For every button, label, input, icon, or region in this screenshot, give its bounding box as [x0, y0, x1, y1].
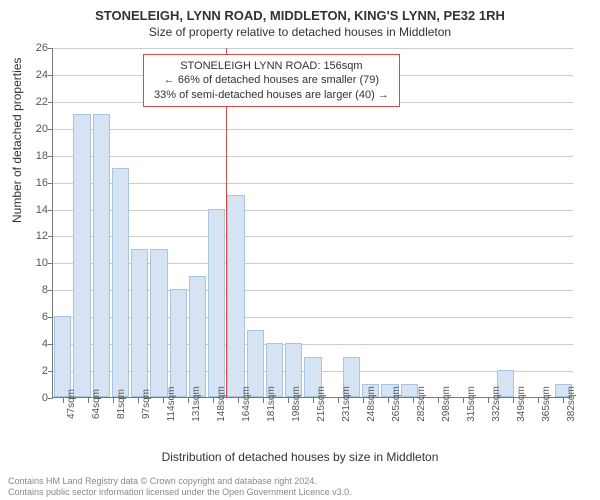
grid-line	[53, 48, 573, 49]
x-tick	[488, 398, 489, 403]
y-tick	[48, 210, 53, 211]
y-tick	[48, 263, 53, 264]
y-tick	[48, 344, 53, 345]
x-tick	[413, 398, 414, 403]
x-tick	[338, 398, 339, 403]
x-tick	[538, 398, 539, 403]
annotation-line: 33% of semi-detached houses are larger (…	[154, 88, 389, 102]
y-tick-label: 4	[24, 338, 48, 350]
x-tick	[313, 398, 314, 403]
x-tick-label: 97sqm	[141, 389, 152, 419]
title-main: STONELEIGH, LYNN ROAD, MIDDLETON, KING'S…	[0, 0, 600, 23]
histogram-bar	[189, 276, 206, 397]
x-tick	[188, 398, 189, 403]
grid-line	[53, 210, 573, 211]
x-tick-label: 114sqm	[166, 387, 177, 422]
y-tick-label: 20	[24, 123, 48, 135]
x-axis-label: Distribution of detached houses by size …	[0, 450, 600, 464]
footer-line1: Contains HM Land Registry data © Crown c…	[8, 476, 352, 487]
x-tick-label: 47sqm	[66, 389, 77, 419]
y-tick-label: 26	[24, 42, 48, 54]
plot-area: 0246810121416182022242647sqm64sqm81sqm97…	[52, 48, 572, 398]
y-tick-label: 8	[24, 284, 48, 296]
y-axis-label: Number of detached properties	[10, 58, 24, 223]
x-tick-label: 198sqm	[291, 386, 302, 422]
x-tick	[563, 398, 564, 403]
y-tick-label: 24	[24, 69, 48, 81]
annotation-box: STONELEIGH LYNN ROAD: 156sqm← 66% of det…	[143, 54, 400, 107]
histogram-bar	[54, 316, 71, 397]
x-tick-label: 215sqm	[316, 386, 327, 422]
y-tick	[48, 75, 53, 76]
x-tick	[88, 398, 89, 403]
x-tick	[63, 398, 64, 403]
x-tick-label: 231sqm	[341, 386, 352, 422]
y-tick-label: 2	[24, 365, 48, 377]
x-tick-label: 365sqm	[541, 386, 552, 422]
x-tick-label: 265sqm	[391, 386, 402, 422]
y-tick-label: 0	[24, 392, 48, 404]
y-tick-label: 22	[24, 96, 48, 108]
x-tick-label: 382sqm	[566, 386, 577, 422]
x-tick	[463, 398, 464, 403]
y-tick	[48, 398, 53, 399]
annotation-line: STONELEIGH LYNN ROAD: 156sqm	[154, 59, 389, 73]
histogram-bar	[93, 114, 110, 397]
x-tick-label: 181sqm	[266, 386, 277, 422]
x-tick	[138, 398, 139, 403]
x-tick-label: 349sqm	[516, 386, 527, 422]
histogram-chart: 0246810121416182022242647sqm64sqm81sqm97…	[52, 48, 572, 398]
x-tick-label: 64sqm	[91, 389, 102, 419]
y-tick	[48, 317, 53, 318]
histogram-bar	[208, 209, 225, 397]
y-tick	[48, 102, 53, 103]
y-tick	[48, 371, 53, 372]
y-tick	[48, 290, 53, 291]
x-tick	[113, 398, 114, 403]
histogram-bar	[150, 249, 167, 397]
x-tick-label: 315sqm	[466, 386, 477, 422]
annotation-line: ← 66% of detached houses are smaller (79…	[154, 73, 389, 87]
histogram-bar	[73, 114, 90, 397]
y-tick	[48, 129, 53, 130]
x-tick-label: 282sqm	[416, 386, 427, 422]
x-tick	[163, 398, 164, 403]
x-tick	[513, 398, 514, 403]
grid-line	[53, 183, 573, 184]
title-sub: Size of property relative to detached ho…	[0, 23, 600, 39]
x-tick-label: 164sqm	[241, 386, 252, 422]
histogram-bar	[227, 195, 244, 397]
y-tick-label: 12	[24, 230, 48, 242]
y-tick-label: 6	[24, 311, 48, 323]
grid-line	[53, 156, 573, 157]
y-tick	[48, 236, 53, 237]
x-tick-label: 298sqm	[441, 386, 452, 422]
y-tick-label: 18	[24, 150, 48, 162]
x-tick-label: 131sqm	[191, 386, 202, 422]
histogram-bar	[131, 249, 148, 397]
x-tick	[388, 398, 389, 403]
x-tick-label: 248sqm	[366, 386, 377, 422]
x-tick-label: 332sqm	[491, 386, 502, 422]
y-tick	[48, 183, 53, 184]
footer-credits: Contains HM Land Registry data © Crown c…	[8, 476, 352, 499]
histogram-bar	[112, 168, 129, 397]
y-tick	[48, 48, 53, 49]
y-tick-label: 10	[24, 257, 48, 269]
histogram-bar	[170, 289, 187, 397]
y-tick	[48, 156, 53, 157]
x-tick	[363, 398, 364, 403]
y-tick-label: 16	[24, 177, 48, 189]
grid-line	[53, 129, 573, 130]
footer-line2: Contains public sector information licen…	[8, 487, 352, 498]
x-tick	[238, 398, 239, 403]
y-tick-label: 14	[24, 204, 48, 216]
x-tick-label: 81sqm	[116, 389, 127, 419]
x-tick	[438, 398, 439, 403]
x-tick	[263, 398, 264, 403]
grid-line	[53, 236, 573, 237]
x-tick	[288, 398, 289, 403]
x-tick	[213, 398, 214, 403]
